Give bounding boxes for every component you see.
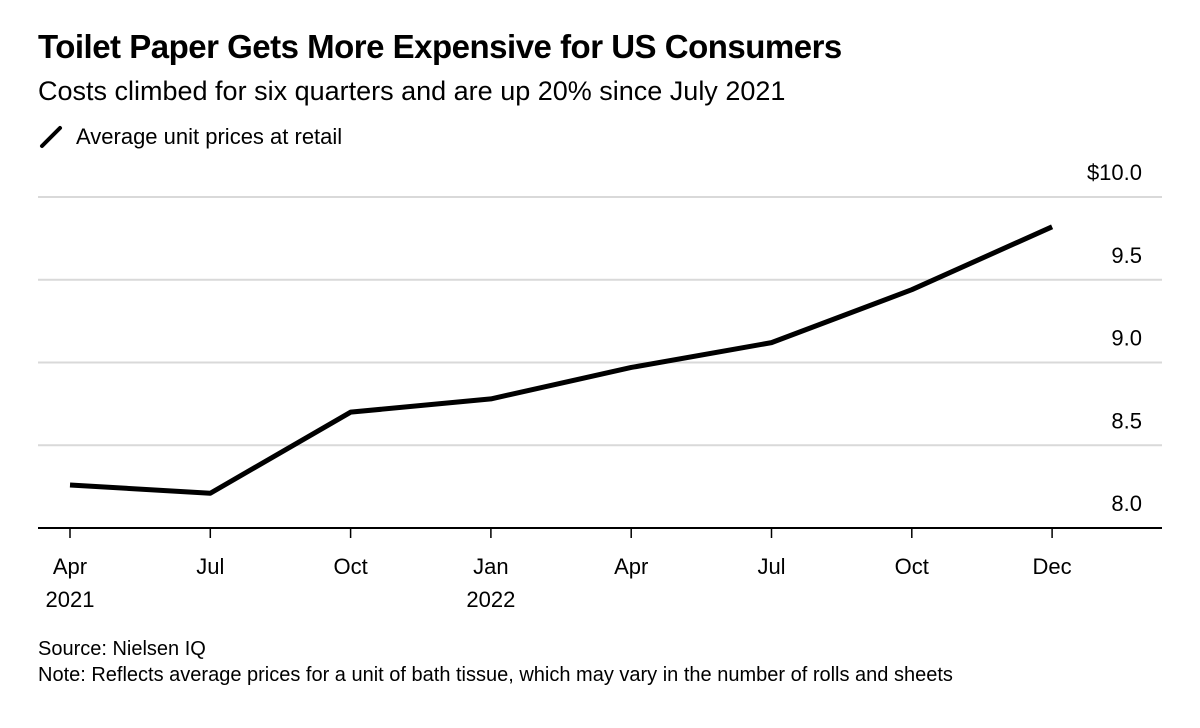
y-tick-label: 9.0 xyxy=(1111,326,1142,351)
x-tick-year-label: 2021 xyxy=(46,587,95,612)
note-text: Note: Reflects average prices for a unit… xyxy=(38,664,953,686)
source-text: Source: Nielsen IQ xyxy=(38,638,206,660)
y-tick-label: 9.5 xyxy=(1111,243,1142,268)
x-tick-label: Apr xyxy=(614,554,648,579)
x-tick-label: Jan xyxy=(473,554,508,579)
x-tick-label: Jul xyxy=(196,554,224,579)
x-tick-label: Jul xyxy=(757,554,785,579)
chart-subtitle: Costs climbed for six quarters and are u… xyxy=(38,76,786,106)
legend: Average unit prices at retail xyxy=(38,124,342,150)
series-line xyxy=(69,224,1054,496)
x-tick-label: Oct xyxy=(333,554,367,579)
x-tick-year-label: 2022 xyxy=(466,587,515,612)
x-tick-label: Apr xyxy=(53,554,87,579)
y-tick-label: 8.5 xyxy=(1111,408,1142,433)
x-tick-label: Dec xyxy=(1033,554,1072,579)
y-tick-label: $10.0 xyxy=(1087,160,1142,185)
legend-label: Average unit prices at retail xyxy=(76,124,343,149)
chart-title: Toilet Paper Gets More Expensive for US … xyxy=(38,28,842,65)
chart-footer: Source: Nielsen IQ Note: Reflects averag… xyxy=(38,636,953,688)
legend-line-icon xyxy=(40,126,62,148)
x-tick-label: Oct xyxy=(895,554,929,579)
y-tick-label: 8.0 xyxy=(1111,491,1142,516)
